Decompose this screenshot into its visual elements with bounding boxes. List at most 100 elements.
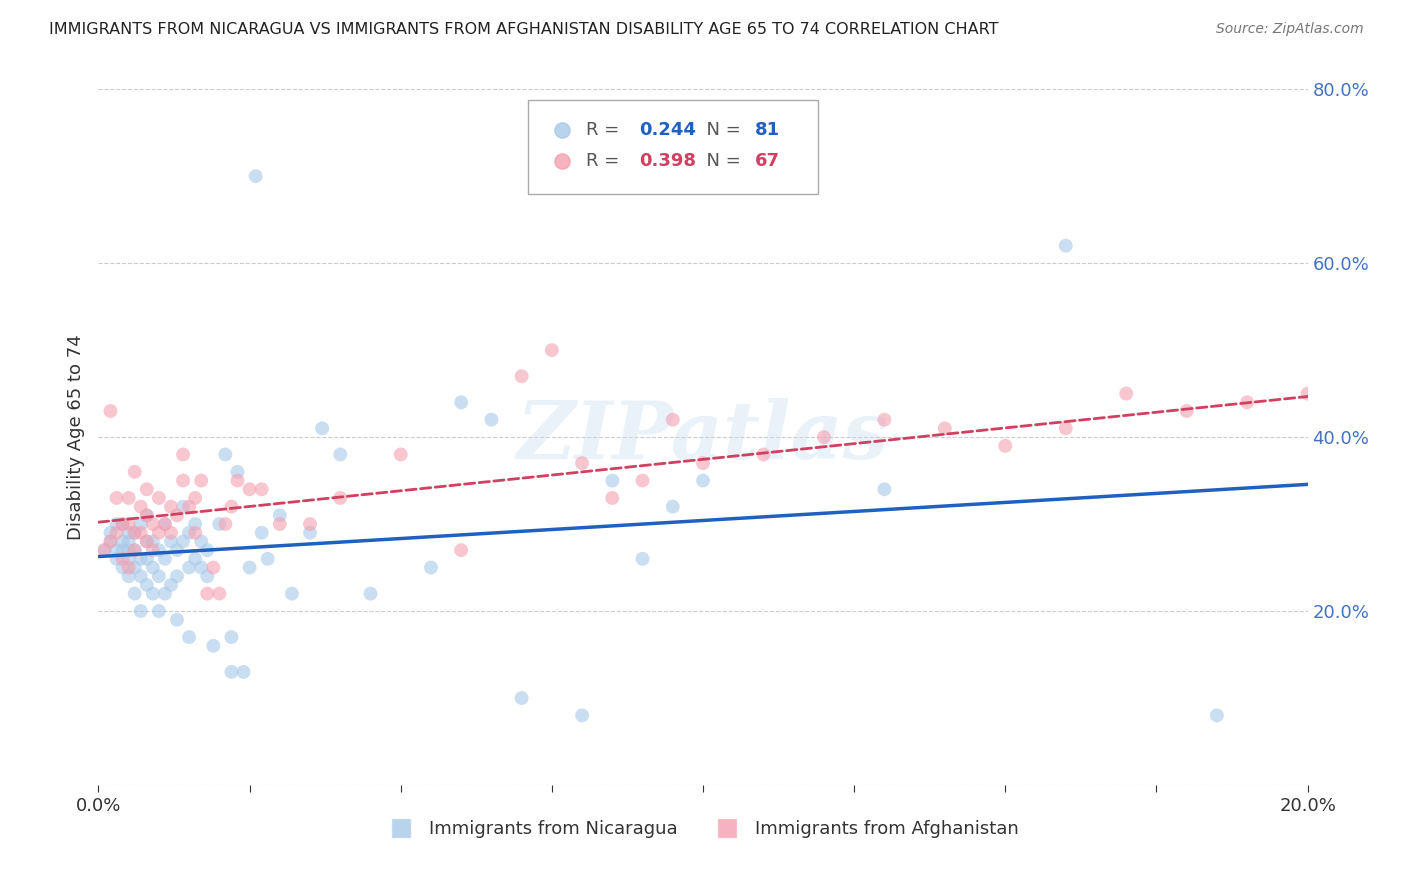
Point — [111, 534, 134, 549]
Point — [118, 491, 141, 505]
Point — [202, 560, 225, 574]
Point — [631, 474, 654, 488]
Point — [329, 447, 352, 462]
Point — [118, 543, 141, 558]
Point — [661, 500, 683, 514]
Point — [202, 639, 225, 653]
Point — [160, 578, 183, 592]
Point — [602, 491, 624, 505]
Point — [813, 430, 835, 444]
Point — [232, 665, 254, 679]
Point — [510, 369, 533, 384]
Point — [111, 560, 134, 574]
Text: N =: N = — [695, 152, 747, 169]
Point — [135, 534, 157, 549]
Point — [184, 551, 207, 566]
Point — [105, 516, 128, 531]
Point — [269, 508, 291, 523]
Point — [124, 525, 146, 540]
Point — [571, 456, 593, 470]
Point — [179, 500, 201, 514]
Point — [540, 343, 562, 357]
Text: 67: 67 — [755, 152, 780, 169]
Point — [481, 412, 503, 426]
Point — [172, 500, 194, 514]
Point — [124, 525, 146, 540]
Point — [1206, 708, 1229, 723]
Point — [450, 543, 472, 558]
Point — [329, 491, 352, 505]
Point — [184, 525, 207, 540]
Point — [142, 516, 165, 531]
Point — [195, 587, 218, 601]
Point — [118, 569, 141, 583]
Point — [195, 569, 218, 583]
Point — [148, 491, 170, 505]
Point — [239, 560, 262, 574]
Point — [631, 551, 654, 566]
Point — [250, 525, 273, 540]
Point — [299, 525, 322, 540]
Text: 81: 81 — [755, 120, 780, 138]
Point — [135, 551, 157, 566]
Point — [148, 604, 170, 618]
Point — [221, 665, 243, 679]
Point — [124, 560, 146, 574]
Text: N =: N = — [695, 120, 747, 138]
Point — [153, 516, 176, 531]
Point — [111, 516, 134, 531]
Point — [1054, 238, 1077, 253]
Point — [153, 516, 176, 531]
Point — [124, 587, 146, 601]
Point — [118, 560, 141, 574]
Point — [179, 630, 201, 644]
Point — [172, 474, 194, 488]
Point — [245, 169, 267, 184]
Point — [118, 516, 141, 531]
Point — [135, 534, 157, 549]
Point — [129, 500, 152, 514]
Point — [184, 516, 207, 531]
Point — [195, 543, 218, 558]
Point — [93, 543, 115, 558]
Point — [179, 525, 201, 540]
Point — [250, 482, 273, 496]
Text: R =: R = — [586, 120, 624, 138]
Point — [124, 465, 146, 479]
Point — [100, 404, 122, 418]
Point — [135, 508, 157, 523]
Point — [221, 630, 243, 644]
Point — [256, 551, 278, 566]
Point — [111, 543, 134, 558]
Text: IMMIGRANTS FROM NICARAGUA VS IMMIGRANTS FROM AFGHANISTAN DISABILITY AGE 65 TO 74: IMMIGRANTS FROM NICARAGUA VS IMMIGRANTS … — [49, 22, 998, 37]
Point — [166, 569, 188, 583]
Point — [118, 534, 141, 549]
Point — [221, 500, 243, 514]
Point — [166, 543, 188, 558]
Legend: Immigrants from Nicaragua, Immigrants from Afghanistan: Immigrants from Nicaragua, Immigrants fr… — [380, 814, 1026, 846]
Point — [661, 412, 683, 426]
FancyBboxPatch shape — [527, 100, 818, 194]
Point — [142, 560, 165, 574]
Point — [873, 482, 896, 496]
Point — [214, 447, 236, 462]
Point — [148, 569, 170, 583]
Point — [172, 534, 194, 549]
Point — [269, 516, 291, 531]
Point — [571, 708, 593, 723]
Point — [1115, 386, 1137, 401]
Point — [179, 560, 201, 574]
Point — [752, 447, 775, 462]
Point — [160, 534, 183, 549]
Text: ZIPatlas: ZIPatlas — [517, 399, 889, 475]
Text: 0.244: 0.244 — [638, 120, 696, 138]
Point — [934, 421, 956, 435]
Point — [172, 447, 194, 462]
Point — [135, 578, 157, 592]
Point — [1054, 421, 1077, 435]
Point — [129, 569, 152, 583]
Point — [100, 525, 122, 540]
Point — [135, 508, 157, 523]
Point — [190, 534, 212, 549]
Point — [226, 465, 249, 479]
